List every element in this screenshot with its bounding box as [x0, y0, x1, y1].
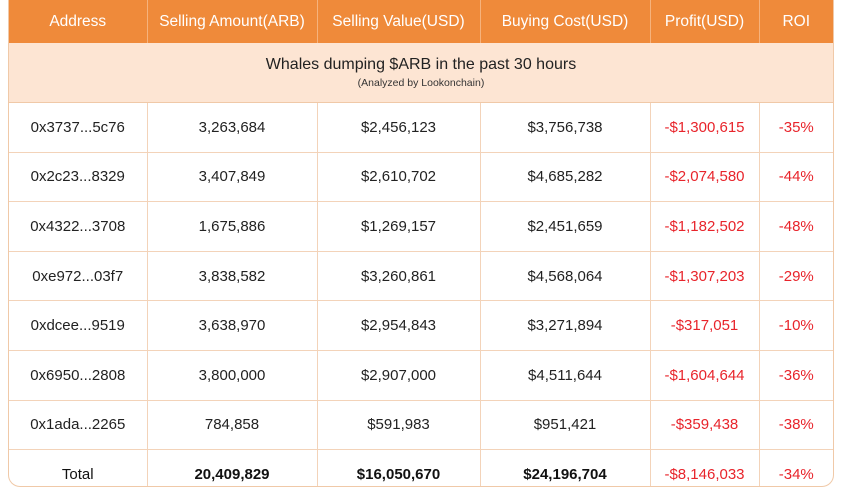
- cell-selling-amount: 784,858: [147, 400, 318, 451]
- cell-buying-cost: $4,568,064: [480, 251, 651, 302]
- banner-subtitle: (Analyzed by Lookonchain): [357, 76, 485, 89]
- cell-address: 0xdcee...9519: [9, 300, 148, 351]
- cell-buying-cost: $2,451,659: [480, 201, 651, 252]
- cell-selling-value: $2,907,000: [317, 350, 481, 401]
- table-row: 0x4322...3708 1,675,886 $1,269,157 $2,45…: [9, 201, 833, 252]
- cell-profit: -$359,438: [650, 400, 760, 451]
- cell-roi: -35%: [759, 102, 833, 153]
- header-buying-cost: Buying Cost(USD): [480, 0, 651, 43]
- cell-address: 0x4322...3708: [9, 201, 148, 252]
- cell-selling-value: $3,260,861: [317, 251, 481, 302]
- total-profit: -$8,146,033: [650, 449, 760, 486]
- cell-selling-amount: 3,838,582: [147, 251, 318, 302]
- header-profit: Profit(USD): [650, 0, 760, 43]
- banner-title: Whales dumping $ARB in the past 30 hours: [265, 55, 577, 73]
- table-row: 0xe972...03f7 3,838,582 $3,260,861 $4,56…: [9, 251, 833, 302]
- cell-buying-cost: $4,685,282: [480, 152, 651, 203]
- total-row: Total 20,409,829 $16,050,670 $24,196,704…: [9, 449, 833, 486]
- cell-address: 0xe972...03f7: [9, 251, 148, 302]
- cell-buying-cost: $3,271,894: [480, 300, 651, 351]
- table-row: 0x1ada...2265 784,858 $591,983 $951,421 …: [9, 400, 833, 451]
- cell-selling-value: $2,610,702: [317, 152, 481, 203]
- cell-buying-cost: $3,756,738: [480, 102, 651, 153]
- table-banner: Whales dumping $ARB in the past 30 hours…: [9, 43, 833, 103]
- cell-address: 0x3737...5c76: [9, 102, 148, 153]
- cell-profit: -$1,307,203: [650, 251, 760, 302]
- cell-profit: -$1,604,644: [650, 350, 760, 401]
- header-roi: ROI: [759, 0, 833, 43]
- cell-selling-value: $1,269,157: [317, 201, 481, 252]
- cell-profit: -$317,051: [650, 300, 760, 351]
- total-buying-cost: $24,196,704: [480, 449, 651, 486]
- table-row: 0x2c23...8329 3,407,849 $2,610,702 $4,68…: [9, 152, 833, 203]
- table-row: 0x6950...2808 3,800,000 $2,907,000 $4,51…: [9, 350, 833, 401]
- table-row: 0xdcee...9519 3,638,970 $2,954,843 $3,27…: [9, 300, 833, 351]
- total-label: Total: [9, 449, 148, 486]
- cell-selling-value: $2,954,843: [317, 300, 481, 351]
- cell-selling-amount: 3,263,684: [147, 102, 318, 153]
- table-row: 0x3737...5c76 3,263,684 $2,456,123 $3,75…: [9, 102, 833, 153]
- whale-table: Address Selling Amount(ARB) Selling Valu…: [9, 0, 833, 486]
- cell-selling-amount: 3,407,849: [147, 152, 318, 203]
- cell-address: 0x1ada...2265: [9, 400, 148, 451]
- total-selling-value: $16,050,670: [317, 449, 481, 486]
- cell-selling-amount: 3,800,000: [147, 350, 318, 401]
- cell-buying-cost: $951,421: [480, 400, 651, 451]
- header-selling-value: Selling Value(USD): [317, 0, 481, 43]
- cell-selling-value: $591,983: [317, 400, 481, 451]
- whale-table-card: Address Selling Amount(ARB) Selling Valu…: [8, 0, 834, 487]
- header-selling-amount: Selling Amount(ARB): [147, 0, 318, 43]
- total-selling-amount: 20,409,829: [147, 449, 318, 486]
- header-address: Address: [9, 0, 148, 43]
- cell-address: 0x6950...2808: [9, 350, 148, 401]
- cell-roi: -44%: [759, 152, 833, 203]
- cell-profit: -$2,074,580: [650, 152, 760, 203]
- cell-roi: -10%: [759, 300, 833, 351]
- table-header: Address Selling Amount(ARB) Selling Valu…: [9, 0, 833, 43]
- cell-roi: -48%: [759, 201, 833, 252]
- cell-roi: -38%: [759, 400, 833, 451]
- cell-selling-value: $2,456,123: [317, 102, 481, 153]
- cell-buying-cost: $4,511,644: [480, 350, 651, 401]
- cell-address: 0x2c23...8329: [9, 152, 148, 203]
- cell-profit: -$1,300,615: [650, 102, 760, 153]
- cell-selling-amount: 1,675,886: [147, 201, 318, 252]
- cell-selling-amount: 3,638,970: [147, 300, 318, 351]
- cell-roi: -29%: [759, 251, 833, 302]
- total-roi: -34%: [778, 465, 814, 483]
- cell-roi: -36%: [759, 350, 833, 401]
- cell-profit: -$1,182,502: [650, 201, 760, 252]
